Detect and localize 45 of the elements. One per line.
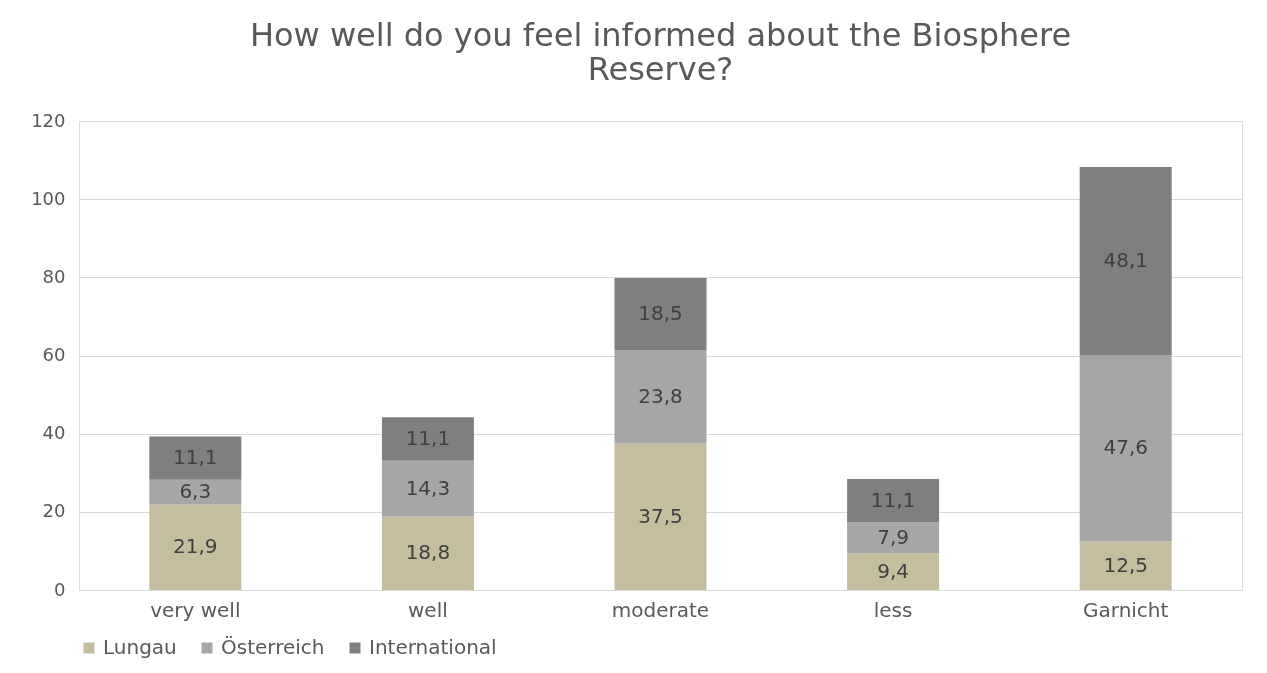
bar — [847, 553, 940, 590]
x-tick-label: very well — [150, 597, 241, 622]
bar — [847, 522, 940, 554]
data-label: 37,5 — [638, 503, 683, 528]
data-label: 9,4 — [877, 558, 910, 583]
bar — [1079, 355, 1172, 542]
bar — [1079, 167, 1172, 356]
bar — [1079, 541, 1172, 590]
data-label: 14,3 — [405, 475, 451, 500]
chart-title: How well do you feel informed about the Biosphere Reserve? — [249, 16, 1072, 88]
data-label: 11,1 — [173, 445, 218, 470]
data-label: 23,8 — [638, 383, 683, 408]
x-tick-label: well — [408, 597, 448, 622]
data-label: 11,1 — [870, 487, 916, 512]
legend-label: Lungau — [103, 635, 177, 659]
y-tick-label: 80 — [42, 265, 66, 287]
x-tick-label: Garnicht — [1083, 597, 1169, 622]
x-tick-label: moderate — [611, 597, 710, 622]
bar — [614, 278, 707, 351]
data-label: 21,9 — [173, 534, 218, 559]
y-tick-label: 20 — [42, 500, 66, 522]
bar — [381, 460, 474, 517]
bar — [847, 479, 940, 523]
legend-label: International — [369, 635, 497, 659]
data-label: 48,1 — [1103, 248, 1148, 273]
data-label: 18,8 — [405, 540, 451, 565]
bar — [614, 350, 707, 444]
x-tick-label: less — [873, 597, 913, 622]
data-label: 11,1 — [405, 425, 451, 450]
data-label: 7,9 — [877, 524, 910, 549]
y-tick-label: 60 — [42, 344, 66, 365]
bar — [149, 504, 242, 590]
data-label: 47,6 — [1103, 435, 1148, 460]
bar — [614, 443, 707, 590]
y-tick-label: 100 — [31, 187, 66, 209]
y-tick-label: 40 — [42, 422, 66, 444]
y-tick-label: 0 — [54, 578, 66, 600]
data-label: 6,3 — [179, 479, 212, 504]
y-tick-label: 120 — [31, 109, 66, 131]
legend-label: Österreich — [221, 635, 325, 659]
bar — [149, 436, 242, 480]
bar — [381, 417, 474, 461]
data-label: 18,5 — [638, 301, 683, 326]
bar — [381, 516, 474, 590]
data-label: 12,5 — [1103, 552, 1148, 577]
